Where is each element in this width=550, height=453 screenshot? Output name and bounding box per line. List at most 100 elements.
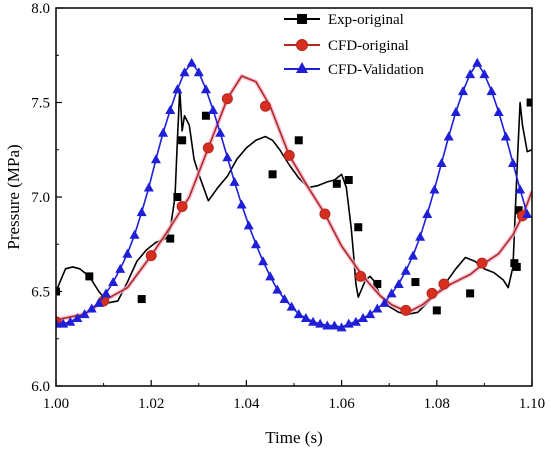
data-point-cfd-validation <box>136 207 147 217</box>
data-point-cfd-validation <box>186 57 197 67</box>
data-point-cfd-validation <box>322 320 333 330</box>
legend-label-exp-original: Exp-original <box>328 12 404 28</box>
y-tick-label: 8.0 <box>31 1 50 17</box>
data-point-cfd-validation <box>422 209 433 219</box>
data-point-cfd-validation <box>429 184 440 194</box>
data-point-cfd-original <box>176 200 188 212</box>
data-point-cfd-validation <box>243 220 254 230</box>
data-point-cfd-validation <box>129 229 140 239</box>
data-point-cfd-validation <box>250 239 261 249</box>
series-cfd-validation <box>56 57 532 332</box>
data-point-cfd-validation <box>293 309 304 319</box>
data-point-exp-original <box>294 136 303 145</box>
data-point-exp-original <box>85 272 94 281</box>
data-point-cfd-validation <box>479 69 490 79</box>
data-point-cfd-validation <box>372 303 383 313</box>
data-point-cfd-validation <box>379 297 390 307</box>
legend-entry-cfd-original: CFD-original <box>284 38 409 54</box>
data-point-cfd-validation <box>315 318 326 328</box>
data-point-cfd-validation <box>336 322 347 332</box>
data-point-exp-original <box>466 289 475 298</box>
legend-entry-exp-original: Exp-original <box>284 12 404 28</box>
data-point-cfd-validation <box>515 184 526 194</box>
y-tick-label: 7.0 <box>31 190 50 206</box>
data-point-cfd-original <box>202 142 214 154</box>
data-point-cfd-validation <box>286 301 297 311</box>
data-point-exp-original <box>411 278 420 287</box>
data-point-cfd-original <box>283 149 295 161</box>
data-point-cfd-validation <box>493 106 504 116</box>
data-point-cfd-validation <box>522 209 532 219</box>
data-point-cfd-validation <box>65 316 76 326</box>
data-point-exp-original <box>178 136 187 145</box>
data-point-cfd-validation <box>229 176 240 186</box>
data-point-exp-original <box>354 223 363 232</box>
ticks-layer: 1.00 1.02 1.04 1.06 1.08 1.10 6.0 6.5 7.0 7.5 8.0 <box>31 1 545 412</box>
x-axis-title: Time (s) <box>265 428 322 447</box>
data-point-exp-original <box>268 170 277 179</box>
series-layer <box>56 57 532 332</box>
data-point-cfd-validation <box>393 278 404 288</box>
data-point-cfd-validation <box>215 127 226 137</box>
data-point-exp-original <box>201 111 210 120</box>
data-point-cfd-validation <box>72 312 83 322</box>
data-point-cfd-validation <box>179 67 190 77</box>
data-point-cfd-validation <box>415 231 426 241</box>
data-point-cfd-validation <box>408 250 418 260</box>
data-point-cfd-validation <box>200 84 211 94</box>
data-point-cfd-validation <box>486 86 497 96</box>
data-point-cfd-validation <box>265 271 276 281</box>
x-tick-label: 1.08 <box>424 396 450 412</box>
data-point-cfd-validation <box>500 131 511 141</box>
data-point-exp-original <box>526 98 532 107</box>
data-point-cfd-validation <box>208 105 219 115</box>
y-tick-label: 7.5 <box>31 96 50 112</box>
data-point-cfd-validation <box>386 288 397 298</box>
data-point-cfd-validation <box>279 294 290 304</box>
data-point-cfd-validation <box>457 86 468 96</box>
data-point-cfd-validation <box>115 263 126 273</box>
data-point-cfd-validation <box>358 312 369 322</box>
legend-label-cfd-original: CFD-original <box>328 38 409 54</box>
data-point-cfd-validation <box>236 199 247 209</box>
legend: Exp-original CFD-original CFD-Validation <box>284 12 424 78</box>
data-point-cfd-validation <box>365 309 376 319</box>
data-point-cfd-validation <box>258 256 269 266</box>
data-point-cfd-validation <box>86 303 97 313</box>
data-point-cfd-validation <box>443 131 454 141</box>
x-tick-label: 1.10 <box>519 396 545 412</box>
data-point-exp-original <box>173 193 182 201</box>
data-point-cfd-validation <box>79 309 90 319</box>
data-point-cfd-validation <box>108 277 119 287</box>
data-point-cfd-validation <box>143 182 154 192</box>
data-point-cfd-validation <box>93 297 104 307</box>
data-point-exp-original <box>332 179 341 188</box>
legend-marker-triangle <box>296 62 308 73</box>
data-point-exp-original <box>137 295 146 304</box>
y-tick-label: 6.5 <box>31 285 50 301</box>
data-point-exp-original <box>344 175 353 184</box>
plot-frame <box>55 7 533 387</box>
data-point-cfd-validation <box>400 265 411 275</box>
data-point-cfd-original <box>319 208 331 220</box>
data-point-cfd-validation <box>122 248 133 258</box>
x-tick-label: 1.02 <box>138 396 164 412</box>
data-point-cfd-validation <box>507 157 518 167</box>
data-point-cfd-original <box>426 287 438 299</box>
data-point-cfd-validation <box>472 57 483 67</box>
series-cfd-original <box>56 73 532 328</box>
data-point-cfd-original <box>259 100 271 112</box>
data-point-cfd-validation <box>172 84 183 94</box>
x-tick-label: 1.00 <box>43 396 69 412</box>
data-point-cfd-validation <box>100 288 111 298</box>
data-point-cfd-validation <box>158 127 169 137</box>
data-point-cfd-validation <box>300 312 311 322</box>
data-point-cfd-validation <box>165 105 176 115</box>
data-point-exp-original <box>373 279 382 288</box>
x-tick-label: 1.06 <box>328 396 355 412</box>
data-point-cfd-validation <box>308 316 319 326</box>
data-point-cfd-original <box>438 278 450 290</box>
data-point-cfd-validation <box>465 69 476 79</box>
data-point-cfd-validation <box>193 67 204 77</box>
